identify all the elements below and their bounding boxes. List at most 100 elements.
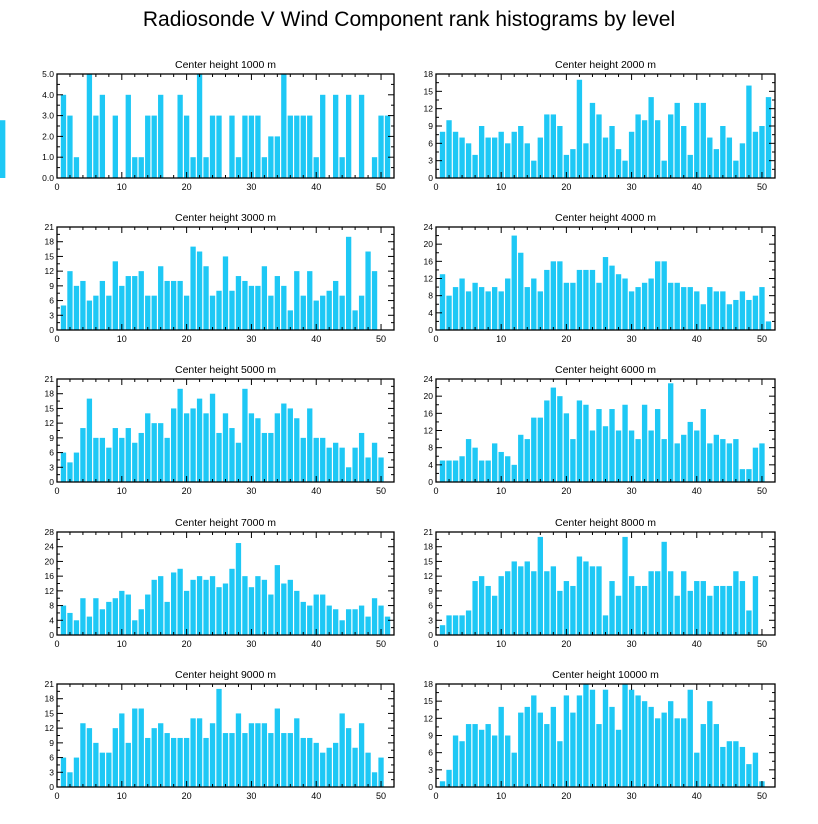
histogram-bar — [478, 126, 485, 178]
histogram-bar — [446, 460, 452, 482]
histogram-bar — [707, 287, 713, 330]
histogram-bar — [320, 295, 326, 330]
histogram-bar — [596, 114, 602, 178]
histogram-bar — [248, 413, 255, 482]
histogram-bar — [596, 409, 602, 482]
histogram-bar — [465, 439, 472, 482]
histogram-bar — [537, 291, 543, 331]
histogram-bar — [674, 102, 680, 178]
histogram-bar — [300, 601, 306, 635]
histogram-bar — [80, 598, 86, 635]
histogram-bar — [602, 615, 609, 635]
histogram-bar — [371, 442, 378, 482]
histogram-bar — [674, 595, 680, 635]
histogram-bar — [687, 287, 693, 330]
histogram-bar — [125, 594, 131, 635]
histogram-bar — [371, 271, 378, 330]
histogram-bar — [60, 94, 67, 178]
histogram-bar — [138, 271, 144, 330]
histogram-bar — [190, 157, 196, 178]
histogram-bar — [235, 543, 242, 635]
y-tick-label: 3 — [49, 767, 54, 777]
histogram-bar — [589, 102, 596, 178]
histogram-bar — [209, 115, 216, 178]
histogram-bar — [674, 443, 680, 483]
histogram-bar — [746, 610, 752, 635]
x-tick-label: 40 — [311, 334, 321, 344]
histogram-bar — [498, 131, 504, 178]
histogram-bar — [726, 741, 733, 787]
histogram-bar — [505, 735, 511, 787]
histogram-bar — [326, 747, 332, 787]
histogram-bar — [557, 590, 563, 635]
histogram-bar — [485, 460, 491, 482]
y-tick-label: 0 — [428, 782, 433, 792]
histogram-bar — [550, 261, 557, 330]
histogram-bar — [287, 733, 293, 787]
histogram-bar — [287, 579, 293, 635]
histogram-bar — [196, 398, 203, 482]
histogram-bar — [333, 94, 339, 178]
histogram-bar — [151, 295, 157, 330]
histogram-bar — [339, 620, 345, 635]
histogram-panel: Center height 3000 m 0 10 20 30 40 50 0 3 6 9 12 15 1… — [45, 212, 395, 344]
histogram-bar — [687, 689, 693, 787]
histogram-bar — [125, 428, 131, 482]
histogram-bar — [86, 728, 93, 787]
histogram-bar — [216, 688, 222, 787]
histogram-bar — [106, 447, 112, 482]
histogram-bar — [648, 430, 654, 482]
histogram-bar — [93, 437, 99, 482]
histogram-bar — [720, 439, 726, 482]
histogram-bar — [229, 115, 235, 178]
histogram-panel: Center height 5000 m 0 10 20 30 40 50 0 3 6 9 12 15 1… — [45, 364, 395, 496]
histogram-bar — [86, 616, 93, 635]
histogram-bar — [171, 280, 177, 330]
histogram-bar — [615, 729, 622, 787]
y-tick-label: 4 — [428, 460, 433, 470]
histogram-bar — [746, 764, 752, 787]
histogram-bar — [726, 137, 733, 178]
y-tick-label: 15 — [45, 251, 55, 261]
histogram-bar — [86, 300, 93, 330]
histogram-bar — [713, 585, 719, 635]
histogram-bar — [320, 94, 326, 178]
histogram-bar — [281, 285, 287, 330]
x-tick-label: 40 — [311, 182, 321, 192]
histogram-bar — [119, 590, 125, 635]
histogram-bar — [73, 620, 80, 635]
histogram-panel: Center height 4000 m 0 10 20 30 40 50 0 4 8 12 16 20… — [424, 212, 776, 344]
histogram-bar — [378, 757, 384, 787]
histogram-bar — [531, 571, 537, 635]
histogram-bar — [654, 261, 661, 330]
histogram-bar — [459, 137, 465, 178]
histogram-bar — [544, 724, 550, 787]
histogram-bar — [352, 747, 358, 787]
histogram-bar — [583, 143, 589, 178]
histogram-bar — [183, 115, 190, 178]
x-tick-label: 10 — [496, 486, 506, 496]
histogram-bar — [583, 269, 589, 330]
histogram-bar — [563, 581, 570, 635]
y-tick-label: 0 — [49, 630, 54, 640]
histogram-bar — [164, 437, 170, 482]
histogram-bar — [145, 295, 151, 330]
histogram-bar — [196, 576, 203, 635]
histogram-bar — [222, 733, 229, 787]
histogram-bar — [216, 115, 222, 178]
histogram-bar — [352, 310, 358, 330]
y-tick-label: 21 — [45, 679, 55, 689]
histogram-panel: Center height 1000 m 0 10 20 30 40 50 0.0 1.0 2.0… — [42, 59, 395, 192]
histogram-panel: Center height 9000 m 0 10 20 30 40 50 0 3 6 9 12 15 1… — [45, 669, 395, 801]
y-tick-label: 24 — [45, 542, 55, 552]
histogram-bar — [67, 115, 73, 178]
x-tick-label: 20 — [561, 182, 571, 192]
x-tick-label: 50 — [376, 486, 386, 496]
histogram-bar — [472, 282, 478, 330]
histogram-bar — [248, 587, 255, 635]
histogram-bar — [478, 576, 485, 635]
y-tick-label: 16 — [45, 571, 55, 581]
histogram-bar — [492, 735, 498, 787]
histogram-bar — [171, 737, 177, 787]
histogram-bar — [164, 280, 170, 330]
